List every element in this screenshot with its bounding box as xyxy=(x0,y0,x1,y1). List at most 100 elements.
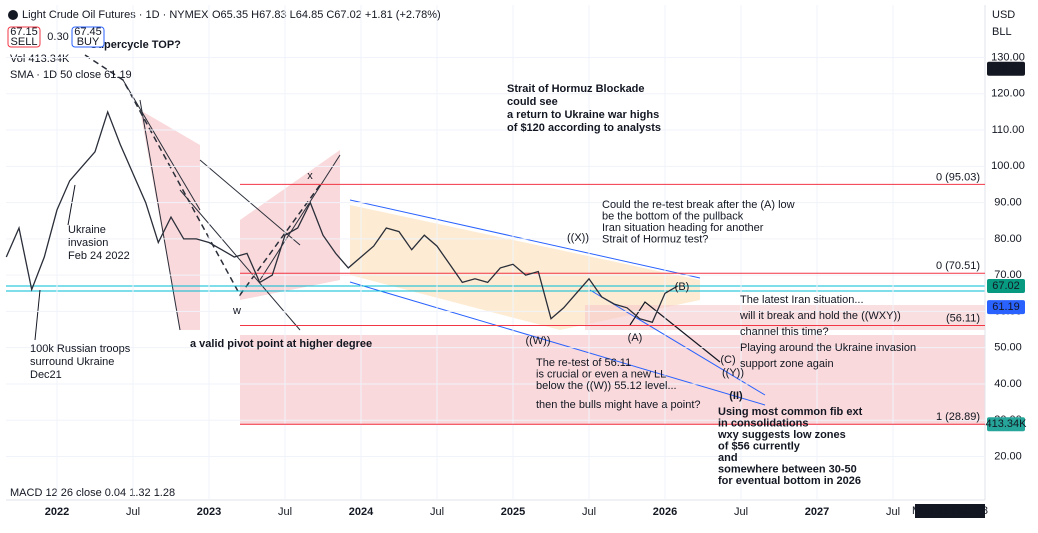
x-tick-label: 2027 xyxy=(805,506,829,518)
macd-legend: MACD 12 26 close 0.04 1.32 1.28 xyxy=(10,487,175,499)
price-tag-label: 61.19 xyxy=(992,301,1020,313)
price-tag-label: 413.34K xyxy=(986,418,1028,430)
buy-price: 67.45 xyxy=(74,26,102,38)
y-tick-label: 130.00 xyxy=(991,51,1025,63)
annotation: Could the re-test break after the (A) lo… xyxy=(602,199,795,211)
x-tick-label: Jul xyxy=(734,506,748,518)
annotation: be the bottom of the pullback xyxy=(602,210,744,222)
x-tick-label: Jul xyxy=(126,506,140,518)
price-tag xyxy=(987,300,1025,315)
y-tick-label: 100.00 xyxy=(991,160,1025,172)
x-tick-label: 2022 xyxy=(45,506,69,518)
fib-label: 0 (95.03) xyxy=(936,171,980,183)
cursor-date-box xyxy=(915,504,985,518)
annotation: Ukraine xyxy=(68,224,106,236)
wave-label: ((X)) xyxy=(567,232,589,244)
sell-button[interactable] xyxy=(7,26,41,48)
annotation: The re-test of 56.11 xyxy=(536,357,631,369)
annotation: 100k Russian troops xyxy=(30,343,131,355)
pointer xyxy=(34,289,41,341)
channel-line xyxy=(589,289,766,396)
cursor-date: Mon 07 Feb '28 xyxy=(912,505,988,517)
annotation: Using most common fib ext xyxy=(718,406,863,418)
annotation: a return to Ukraine war highs xyxy=(507,109,659,121)
projection-arrow xyxy=(629,301,721,363)
x-tick-label: Jul xyxy=(582,506,596,518)
annotation: a valid pivot point at higher degree xyxy=(190,338,372,350)
sma-legend: SMA · 1D 50 close 61.19 xyxy=(10,69,132,81)
y-tick-label: 70.00 xyxy=(994,269,1022,281)
symbol: Light Crude Oil Futures · 1D · NYMEX xyxy=(22,9,209,21)
x-tick-label: 2026 xyxy=(653,506,677,518)
y-tick-label: 120.00 xyxy=(991,88,1025,100)
price-tag-label: 67.02 xyxy=(992,280,1020,292)
annotation: Supercycle TOP? xyxy=(90,39,181,51)
annotation: Playing around the Ukraine invasion xyxy=(740,342,916,354)
y-tick-label: 80.00 xyxy=(994,233,1022,245)
fib-label: 1 (28.89) xyxy=(936,411,980,423)
x-tick-label: Jul xyxy=(430,506,444,518)
channel-line xyxy=(122,79,201,211)
channel-line xyxy=(139,99,181,331)
annotation: wxy suggests low zones xyxy=(717,429,846,441)
symbol-icon xyxy=(8,10,18,20)
wave-label: ((W)) xyxy=(525,335,550,347)
annotation: Feb 24 2022 xyxy=(68,250,130,262)
wave-label: w xyxy=(232,305,241,317)
header: Light Crude Oil Futures · 1D · NYMEX O65… xyxy=(7,9,1015,518)
wave-label: (A) xyxy=(628,332,643,344)
ohlc: O65.35 H67.83 L64.85 C67.02 +1.81 (+2.78… xyxy=(212,9,441,21)
annotation: and xyxy=(718,452,738,464)
price-tag-label: 126.92 xyxy=(989,63,1023,75)
x-tick-label: Jul xyxy=(886,506,900,518)
annotation: channel this time? xyxy=(740,326,829,338)
annotation: somewhere between 30-50 xyxy=(718,463,857,475)
annotation: support zone again xyxy=(740,358,834,370)
annotation: of $56 currently xyxy=(718,440,801,452)
annotation: in consolidations xyxy=(718,417,808,429)
unit[interactable]: BLL xyxy=(992,26,1012,38)
fib-label: 0 (70.51) xyxy=(936,260,980,272)
y-tick-label: 40.00 xyxy=(994,378,1022,390)
price-tag xyxy=(987,417,1025,432)
pointer xyxy=(67,184,76,226)
wave-label: (B) xyxy=(675,281,690,293)
price-tag xyxy=(987,61,1025,76)
x-tick-label: 2024 xyxy=(349,506,374,518)
annotation: below the ((W)) 55.12 level... xyxy=(536,380,677,392)
y-tick-label: 20.00 xyxy=(994,450,1022,462)
sell-label: SELL xyxy=(11,36,38,48)
annotation: then the bulls might have a point? xyxy=(536,399,701,411)
currency[interactable]: USD xyxy=(992,9,1015,21)
buy-button[interactable] xyxy=(71,26,105,48)
x-tick-label: Jul xyxy=(278,506,292,518)
channel-line xyxy=(259,154,341,281)
y-tick-label: 110.00 xyxy=(992,124,1025,136)
price-line xyxy=(5,109,679,324)
annotation: could see xyxy=(507,96,558,108)
annotation: Iran situation heading for another xyxy=(602,222,764,234)
annotation: invasion xyxy=(68,237,108,249)
y-tick-label: 90.00 xyxy=(994,197,1022,209)
zone xyxy=(240,150,340,300)
annotation: Strait of Hormuz test? xyxy=(602,233,708,245)
x-tick-label: 2025 xyxy=(501,506,525,518)
spread: 0.30 xyxy=(47,31,68,43)
y-tick-label: 50.00 xyxy=(994,342,1022,354)
wave-label: (C) xyxy=(720,354,735,366)
wave-path xyxy=(84,54,321,297)
fib-label: (56.11) xyxy=(946,312,980,324)
channel-line xyxy=(349,281,766,406)
support-zone xyxy=(240,335,985,425)
sell-price: 67.15 xyxy=(10,26,38,38)
wave-label: x xyxy=(307,170,313,182)
price-tag xyxy=(987,278,1025,293)
annotation: Strait of Hormuz Blockade xyxy=(507,83,645,95)
x-tick-label: 2023 xyxy=(197,506,221,518)
annotation: is crucial or even a new LL xyxy=(536,368,666,380)
annotation: surround Ukraine xyxy=(30,356,114,368)
volume-legend: Vol 413.34K xyxy=(10,53,70,65)
annotation: for eventual bottom in 2026 xyxy=(718,475,861,487)
annotation: Dec21 xyxy=(30,369,62,381)
